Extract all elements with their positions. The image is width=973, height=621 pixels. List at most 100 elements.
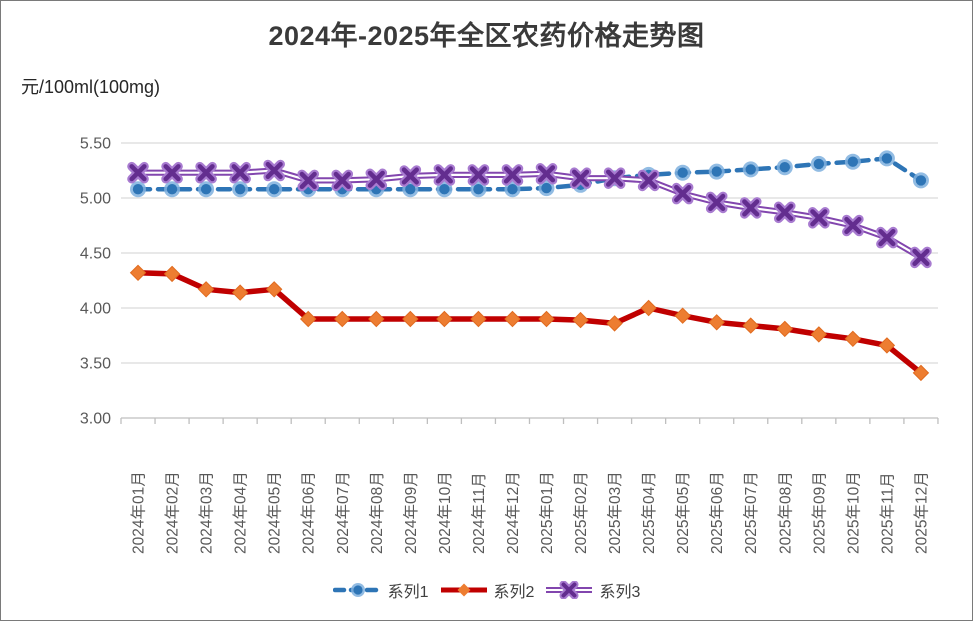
x-axis-tick-label: 2024年01月 — [130, 471, 148, 554]
data-point-s3 — [640, 171, 658, 189]
data-point-s1 — [813, 158, 825, 170]
data-point-s2 — [776, 320, 793, 338]
x-axis-tick-label: 2024年07月 — [334, 471, 352, 554]
x-axis-tick-label: 2025年07月 — [742, 471, 760, 554]
y-axis-tick-label: 3.00 — [80, 411, 111, 428]
y-axis-tick-label: 5.00 — [80, 191, 111, 208]
data-point-s2 — [708, 314, 725, 331]
chart-legend: 系列1 系列2 系列3 — [1, 574, 972, 606]
x-axis-tick-label: 2024年02月 — [164, 471, 182, 554]
legend-marker-系列1 — [332, 583, 383, 597]
axis-unit-label: 元/100ml(100mg) — [21, 77, 161, 97]
x-axis-tick-label: 2024年09月 — [402, 471, 420, 554]
data-point-s1 — [711, 166, 722, 177]
data-point-s2 — [163, 265, 181, 283]
data-point-s2 — [368, 310, 385, 328]
x-axis-tick-label: 2024年04月 — [232, 471, 250, 554]
legend-item-系列1[interactable]: 系列1 — [332, 578, 429, 602]
data-point-s1 — [166, 184, 178, 195]
x-axis-tick-label: 2025年01月 — [538, 471, 556, 554]
x-axis-tick-label: 2025年12月 — [912, 471, 930, 554]
x-axis-tick-label: 2025年03月 — [606, 471, 624, 554]
data-point-s3 — [197, 164, 215, 182]
data-point-s3 — [878, 229, 896, 247]
legend-label: 系列2 — [493, 584, 535, 601]
x-axis-tick-label: 2024年03月 — [198, 471, 216, 554]
data-point-s1 — [915, 175, 927, 186]
y-axis-tick-label: 4.00 — [80, 301, 111, 318]
legend-marker-系列3 — [546, 581, 593, 599]
x-axis-tick-label: 2025年04月 — [640, 471, 658, 554]
x-axis-tick-label: 2025年08月 — [776, 471, 794, 554]
data-point-s1 — [439, 184, 450, 195]
data-point-s2 — [878, 337, 896, 354]
data-point-s3 — [537, 165, 556, 183]
data-point-s3 — [708, 193, 726, 211]
data-point-s2 — [197, 281, 215, 298]
data-point-s3 — [333, 171, 351, 189]
data-point-s2 — [300, 310, 317, 328]
x-axis-tick-label: 2024年12月 — [504, 471, 522, 554]
x-axis-tick-label: 2024年08月 — [368, 471, 386, 554]
data-point-s3 — [129, 164, 147, 182]
data-point-s3 — [367, 170, 385, 188]
chart-title: 2024年-2025年全区农药价格走势图 — [268, 21, 705, 51]
data-point-s3 — [503, 166, 522, 184]
data-point-s1 — [200, 184, 212, 195]
series-line-s3 — [138, 167, 923, 261]
data-point-s2 — [572, 311, 589, 329]
data-point-s3 — [163, 164, 181, 182]
legend-label: 系列3 — [599, 584, 641, 601]
data-point-s2 — [402, 310, 419, 328]
data-point-s2 — [334, 310, 351, 328]
x-axis-tick-label: 2024年10月 — [436, 471, 454, 554]
legend-marker-系列2 — [440, 583, 487, 597]
data-point-s2 — [844, 330, 862, 348]
data-point-s3 — [571, 169, 590, 187]
data-point-s3 — [435, 166, 453, 184]
y-axis-tick-label: 5.50 — [80, 136, 111, 153]
x-axis-tick-label: 2024年11月 — [470, 472, 488, 554]
data-point-s3 — [469, 166, 488, 184]
data-point-s2 — [265, 281, 283, 298]
data-point-s3 — [810, 209, 828, 227]
data-point-s2 — [606, 315, 623, 332]
data-point-s1 — [779, 162, 790, 173]
data-point-s2 — [640, 299, 657, 317]
data-point-s1 — [473, 184, 484, 195]
data-point-s3 — [844, 216, 862, 235]
y-axis-tick-label: 4.50 — [80, 246, 111, 263]
data-point-s2 — [129, 264, 147, 282]
data-point-s1 — [234, 184, 246, 195]
data-point-s3 — [674, 185, 692, 203]
x-axis-tick-label: 2025年02月 — [572, 471, 590, 554]
x-axis-tick-label: 2024年05月 — [266, 471, 284, 554]
data-point-s3 — [231, 164, 249, 182]
data-point-s1 — [541, 182, 552, 194]
data-point-s3 — [299, 171, 317, 189]
data-point-s2 — [504, 310, 521, 328]
data-point-s2 — [231, 284, 249, 301]
y-axis-tick-label: 3.50 — [80, 356, 111, 373]
data-point-s1 — [745, 164, 756, 175]
x-axis-tick-label: 2024年06月 — [300, 471, 318, 554]
data-point-s3 — [742, 199, 760, 217]
data-point-s2 — [912, 364, 930, 382]
x-axis-tick-label: 2025年06月 — [708, 471, 726, 554]
legend-label: 系列1 — [387, 584, 429, 601]
data-point-s3 — [912, 248, 930, 266]
data-point-s3 — [776, 203, 794, 221]
data-point-s3 — [401, 167, 419, 185]
x-axis-tick-label: 2025年10月 — [844, 471, 862, 554]
series-line-s2 — [137, 270, 923, 376]
data-point-s1 — [847, 156, 859, 167]
legend-item-系列3[interactable]: 系列3 — [544, 578, 640, 602]
data-point-s3 — [605, 169, 624, 187]
data-point-s1 — [881, 153, 893, 164]
data-point-s3 — [265, 161, 283, 180]
legend-item-系列2[interactable]: 系列2 — [439, 578, 535, 602]
data-point-s1 — [268, 184, 280, 195]
data-point-s1 — [507, 184, 518, 195]
data-point-s1 — [132, 184, 144, 195]
